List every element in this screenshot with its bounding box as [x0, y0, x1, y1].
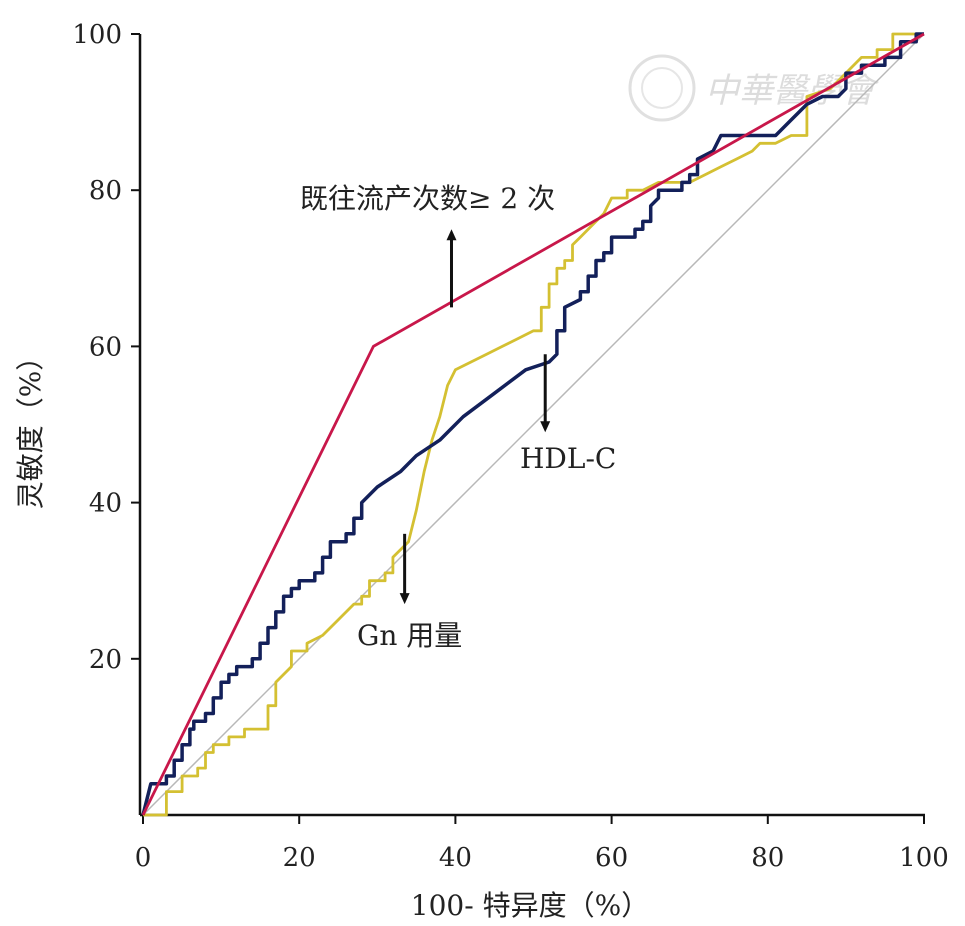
y-tick-label: 20: [89, 645, 122, 675]
y-tick-label: 80: [89, 176, 122, 206]
watermark: 中華醫學會: [628, 54, 880, 122]
annotation-history-label: 既往流产次数≥ 2 次: [300, 182, 555, 215]
series-history-line: [141, 32, 925, 816]
watermark-text: 中華醫學會: [705, 71, 880, 111]
x-tick-label: 40: [439, 843, 472, 873]
y-tick-label: 40: [89, 489, 122, 519]
series-hdl-line: [141, 32, 924, 816]
arrow-history-icon: [446, 229, 457, 308]
series-layer: [141, 32, 925, 817]
x-tick-label: 100: [899, 843, 949, 873]
y-tick-label: 60: [89, 332, 122, 362]
annotation-arrows: [399, 229, 551, 605]
series-gn-line: [143, 32, 924, 817]
annotation-gn-label: Gn 用量: [357, 619, 462, 652]
y-tick-label: 100: [72, 20, 122, 50]
annotation-hdl-label: HDL-C: [520, 442, 616, 475]
y-axis-title: 灵敏度（%）: [14, 343, 47, 510]
x-axis-title: 100- 特异度（%）: [411, 889, 649, 922]
x-tick-label: 80: [751, 843, 784, 873]
watermark-seal-icon: [628, 54, 696, 122]
x-tick-label: 0: [135, 843, 152, 873]
arrow-hdl-icon: [540, 354, 551, 433]
arrow-gn-icon: [399, 533, 410, 605]
axes: [138, 34, 925, 817]
x-tick-label: 60: [595, 843, 628, 873]
x-tick-label: 20: [283, 843, 316, 873]
reference-diagonal-line: [142, 33, 925, 816]
watermark-seal-inner: [641, 67, 683, 109]
axis-ticks: 0 20 40 60 80 100 20 40 60 80 100: [72, 20, 948, 873]
